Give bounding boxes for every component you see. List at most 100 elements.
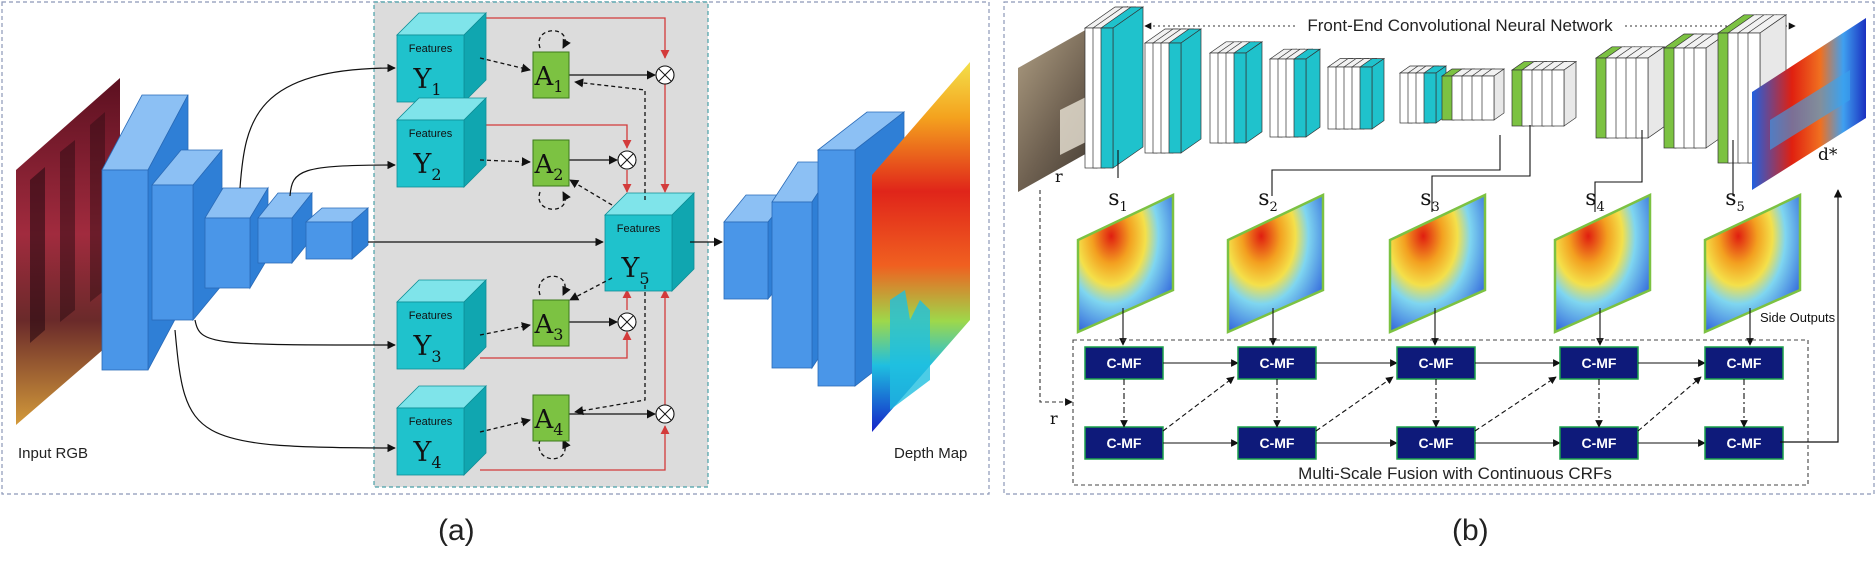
red-flow-y1	[480, 17, 670, 59]
attention-box-a4: A4	[532, 394, 570, 442]
frontend-layer	[1480, 68, 1506, 121]
cmf-block-top-3: C-MF	[1396, 346, 1476, 380]
attention-label-a1: A1	[534, 62, 564, 96]
multiply-node-2	[617, 150, 637, 170]
frontend-layer	[1634, 46, 1666, 139]
cmf-label: C-MF	[1582, 435, 1617, 451]
dash-y5-a3	[569, 277, 613, 301]
multiply-node-3	[617, 312, 637, 332]
multiply-node-4	[655, 404, 675, 424]
dash-y5-a4	[574, 285, 646, 416]
features-label: Features	[409, 128, 453, 140]
cmf-label: C-MF	[1107, 435, 1142, 451]
side-output-map-s5: s5	[1703, 186, 1802, 346]
cmf-block-top-5: C-MF	[1704, 346, 1784, 380]
scale-label-s4: s4	[1585, 186, 1605, 215]
features-label: Features	[409, 43, 453, 55]
side-output-map-s3: s3	[1388, 186, 1487, 346]
caption-b: (b)	[1452, 514, 1489, 547]
dash-y5-a1	[574, 78, 646, 200]
depth-map-label: Depth Map	[894, 445, 967, 462]
dash-y3-a3	[479, 322, 531, 336]
dash-y2-a2	[479, 157, 531, 167]
red-flow-y2	[480, 124, 632, 149]
cmf-label: C-MF	[1582, 355, 1617, 371]
red-flow-y3	[480, 331, 632, 359]
side-connectors	[1117, 125, 1734, 212]
panel-b-border	[1003, 1, 1875, 495]
cmf-diagonal-link	[1637, 376, 1702, 432]
cmf-label: C-MF	[1419, 435, 1454, 451]
cmf-label: C-MF	[1727, 355, 1762, 371]
arrow-to-y2	[289, 160, 396, 197]
feature-cube-y4: Features Y4	[396, 385, 487, 476]
frontend-layer	[1099, 6, 1145, 169]
side-output-maps: s1 s2 s3 s4 s5	[1076, 186, 1802, 346]
frontend-title: Front-End Convolutional Neural Network	[1307, 16, 1613, 35]
frontend-layer	[1292, 48, 1322, 138]
multiply-node-1	[655, 65, 675, 85]
cmf-block-top-2: C-MF	[1237, 346, 1317, 380]
features-label: Features	[409, 416, 453, 428]
output-depth-image	[1752, 18, 1866, 190]
r-skip-path	[1039, 190, 1073, 406]
frontend-layer	[1232, 41, 1264, 144]
multiply-nodes	[617, 65, 675, 424]
arrow-to-y3	[194, 319, 396, 350]
attention-boxes: A1 A2 A3 A4	[532, 51, 570, 442]
dash-y4-a4	[479, 417, 531, 433]
node-label-y2: Y2	[412, 149, 441, 184]
node-label-y3: Y3	[412, 331, 441, 366]
side-outputs-label: Side Outputs	[1760, 310, 1836, 325]
encoder-stack	[101, 94, 370, 371]
fusion-title: Multi-Scale Fusion with Continuous CRFs	[1298, 464, 1612, 483]
arrow-to-y4	[174, 329, 396, 453]
loop-a1	[538, 30, 571, 49]
cmf-block-bottom-2: C-MF	[1237, 426, 1317, 460]
attention-box-a3: A3	[532, 299, 570, 347]
attention-box-a2: A2	[532, 139, 570, 187]
attention-box-a1: A1	[532, 51, 570, 99]
feature-cube-y5: Features Y5	[604, 192, 695, 292]
cmf-block-bottom-4: C-MF	[1559, 426, 1639, 460]
fusion-box	[1072, 339, 1809, 486]
cmf-label: C-MF	[1107, 355, 1142, 371]
scale-label-s5: s5	[1725, 186, 1745, 215]
frontend-layer	[1358, 57, 1386, 130]
input-r-label: r	[1055, 167, 1063, 186]
node-label-y5: Y5	[620, 253, 649, 288]
output-d-label: d*	[1818, 145, 1838, 165]
feature-cubes: Features Y1 Features Y2 Features Y3 Features Y4…	[396, 12, 695, 476]
attention-label-a3: A3	[534, 310, 564, 344]
features-label: Features	[617, 223, 661, 235]
side-output-map-s4: s4	[1553, 186, 1652, 346]
input-rgb-label: Input RGB	[18, 445, 88, 462]
feature-cube-y2: Features Y2	[396, 97, 487, 188]
node-label-y4: Y4	[412, 437, 441, 472]
cmf-diagonal-link	[1315, 376, 1394, 432]
scale-label-s3: s3	[1420, 186, 1440, 215]
cmf-block-bottom-3: C-MF	[1396, 426, 1476, 460]
dash-y5-a2	[569, 179, 613, 206]
cmf-block-top-1: C-MF	[1084, 346, 1164, 380]
attention-label-a4: A4	[534, 405, 564, 439]
cmf-network: C-MF C-MF C-MF C-MF C-MF C-MF C-MF C-MF C-MF C-MF	[1084, 346, 1784, 460]
caption-a: (a)	[438, 514, 475, 547]
attention-label-a2: A2	[534, 150, 564, 184]
scale-label-s1: s1	[1108, 186, 1128, 215]
cmf-label: C-MF	[1419, 355, 1454, 371]
cmf-label: C-MF	[1260, 435, 1295, 451]
depth-map-image	[872, 62, 970, 432]
node-label-y1: Y1	[412, 64, 441, 99]
final-output-path	[1780, 189, 1843, 443]
cmf-diagonal-link	[1474, 376, 1557, 432]
frontend-layer	[1550, 60, 1578, 127]
feature-cube-y1: Features Y1	[396, 12, 487, 103]
dash-y1-a1	[479, 57, 531, 73]
side-output-map-s1: s1	[1076, 186, 1175, 346]
loop-a2	[538, 191, 571, 210]
cmf-block-bottom-5: C-MF	[1704, 426, 1784, 460]
side-output-map-s2: s2	[1226, 186, 1325, 346]
input-rgb-image	[16, 78, 120, 425]
